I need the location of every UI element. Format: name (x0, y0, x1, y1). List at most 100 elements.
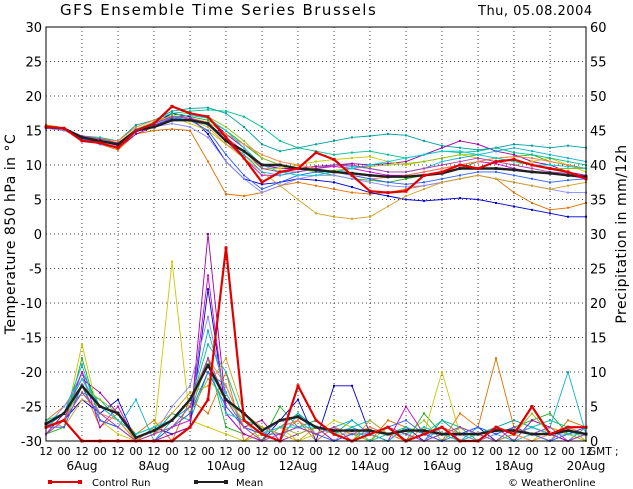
precip-member-line-point (225, 391, 227, 394)
temp-member-line-point (315, 170, 317, 173)
x-day-label: 14Aug (351, 459, 390, 473)
temp-member-line-point (315, 179, 317, 182)
temp-member-line-point (531, 208, 533, 211)
temp-member-line-point (567, 215, 569, 218)
temp-member-line-point (459, 146, 461, 149)
precip-control-line-point (566, 425, 570, 429)
temp-member-line-point (477, 143, 479, 146)
x-tick-label: 12 (147, 446, 160, 458)
temp-mean-line-point (332, 170, 336, 174)
temp-member-line-point (207, 160, 209, 163)
precip-member-line-point (477, 426, 479, 429)
temp-member-line-point (351, 164, 353, 166)
precip-member-line-point (207, 371, 209, 373)
temp-member-line-point (297, 170, 299, 173)
temp-member-line-point (405, 162, 407, 165)
temp-member-line-point (513, 155, 515, 158)
temp-member-line-point (405, 160, 407, 163)
precip-mean-line-point (368, 429, 372, 433)
precip-member-line-point (207, 377, 209, 380)
precip-member-line-point (513, 426, 515, 429)
temp-member-line-point (387, 164, 389, 166)
x-tick-label: 00 (165, 446, 178, 458)
temp-member-line-point (477, 170, 479, 173)
temp-member-line-point (567, 165, 569, 168)
temp-mean-line-point (314, 168, 318, 172)
precip-member-line-point (567, 433, 569, 436)
temp-member-line-point (387, 170, 389, 173)
temp-member-line-point (243, 174, 245, 177)
temp-control-line-point (512, 157, 516, 161)
temp-control-line-point (98, 141, 102, 145)
temp-control-line-point (458, 163, 462, 167)
temp-control-line-point (314, 151, 318, 155)
precip-mean-line-point (152, 429, 156, 433)
temp-control-line-point (296, 166, 300, 170)
x-tick-label: 12 (255, 446, 268, 458)
precip-member-line-point (369, 419, 371, 422)
temp-member-line-point (297, 181, 299, 184)
precip-member-line-point (333, 426, 335, 429)
precip-member-line-point (117, 426, 119, 429)
temp-mean-line-point (170, 118, 174, 122)
left-tick-label: -10 (21, 297, 42, 312)
temp-control-line-point (242, 156, 246, 160)
precip-member-line-point (405, 433, 407, 436)
right-tick-label: 0 (590, 435, 598, 450)
precip-member-line-point (459, 426, 461, 429)
temp-control-line-point (548, 166, 552, 170)
temp-member-line-point (135, 126, 137, 129)
temp-member-line-point (279, 160, 281, 163)
temp-member-line-point (549, 181, 551, 184)
x-tick-label: 12 (39, 446, 52, 458)
temp-member-line-point (369, 181, 371, 184)
temp-member-line-point (405, 195, 407, 198)
precip-mean-line-point (404, 429, 408, 433)
temp-member-line-point (369, 179, 371, 182)
precip-member-line-point (441, 419, 443, 422)
right-tick-label: 40 (590, 159, 607, 174)
precip-mean-line-point (296, 415, 300, 419)
precip-control-line-point (494, 425, 498, 429)
temp-member-line-point (333, 164, 335, 166)
temp-member-line-point (225, 112, 227, 115)
precip-member-line-point (99, 398, 101, 401)
x-day-label: 16Aug (423, 459, 462, 473)
precip-member-line-point (297, 412, 299, 415)
temp-member-line-point (369, 135, 371, 138)
temp-member-line-point (261, 126, 263, 129)
temp-member-line-point (441, 150, 443, 153)
temp-member-line-point (333, 165, 335, 168)
precip-member-line-point (207, 426, 209, 429)
temp-member-line-point (405, 157, 407, 160)
x-tick-label: 00 (237, 446, 250, 458)
x-day-label: 8Aug (138, 459, 169, 473)
temp-control-line-point (206, 115, 210, 119)
temp-member-line-point (279, 139, 281, 142)
left-tick-label: -5 (29, 263, 42, 278)
temp-member-line-point (513, 174, 515, 177)
precip-member-line-point (333, 384, 335, 387)
precip-member-line-point (315, 433, 317, 436)
temp-control-line-point (530, 163, 534, 167)
temp-control-line-point (80, 139, 84, 143)
precip-mean-line-point (260, 429, 264, 433)
x-tick-label: 00 (417, 446, 430, 458)
legend: Control Run Mean © WeatherOnline (48, 478, 596, 489)
temp-control-line-point (152, 122, 156, 126)
precip-member-line-point (459, 412, 461, 415)
precip-control-line-point (512, 432, 516, 436)
temp-member-line-point (261, 170, 263, 173)
precip-member-line-point (207, 274, 209, 277)
temp-member-line-point (459, 160, 461, 163)
temp-member-line-point (567, 184, 569, 187)
temp-member-line-point (477, 150, 479, 153)
temp-member-line-point (423, 170, 425, 173)
left-tick-label: -20 (21, 366, 42, 381)
temp-mean-line-point (98, 139, 102, 143)
precip-member-line-point (207, 315, 209, 318)
temp-member-line-point (243, 139, 245, 142)
temp-member-line-point (441, 157, 443, 160)
precip-control-line-point (242, 418, 246, 422)
x-tick-label: 12 (435, 446, 448, 458)
